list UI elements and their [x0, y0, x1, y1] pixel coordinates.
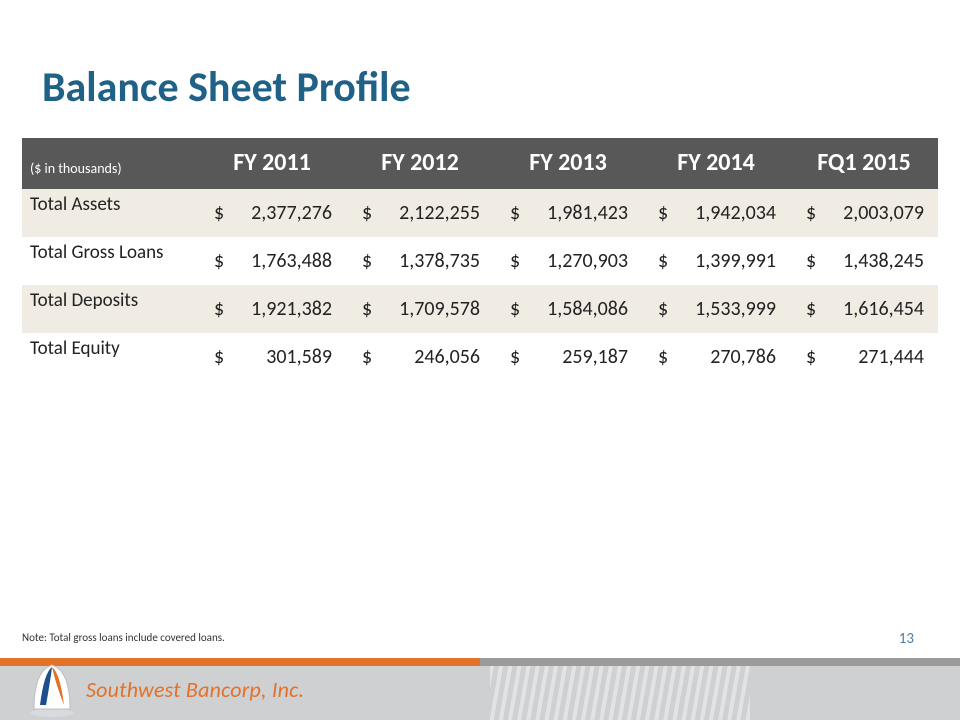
data-cell: $1,378,735: [346, 237, 494, 285]
table-row: Total Equity$301,589$246,056$259,187$270…: [22, 333, 938, 381]
company-logo: Southwest Bancorp, Inc.: [28, 661, 304, 717]
data-cell: $270,786: [642, 333, 790, 381]
table-body: Total Assets$2,377,276$2,122,255$1,981,4…: [22, 189, 938, 381]
column-header: FY 2014: [642, 138, 790, 189]
data-cell: $1,270,903: [494, 237, 642, 285]
data-cell: $259,187: [494, 333, 642, 381]
data-table: ($ in thousands)FY 2011FY 2012FY 2013FY …: [22, 138, 938, 381]
slide: Balance Sheet Profile ($ in thousands)FY…: [0, 0, 960, 720]
data-cell: $1,584,086: [494, 285, 642, 333]
row-label: Total Equity: [22, 333, 198, 381]
data-cell: $2,377,276: [198, 189, 346, 237]
row-label: Total Assets: [22, 189, 198, 237]
data-cell: $271,444: [790, 333, 938, 381]
data-cell: $2,003,079: [790, 189, 938, 237]
data-cell: $1,981,423: [494, 189, 642, 237]
row-label: Total Deposits: [22, 285, 198, 333]
data-cell: $1,942,034: [642, 189, 790, 237]
logo-mark-icon: [28, 661, 76, 717]
data-cell: $1,533,999: [642, 285, 790, 333]
page-number: 13: [899, 630, 914, 648]
data-cell: $1,921,382: [198, 285, 346, 333]
units-label: ($ in thousands): [22, 138, 198, 189]
column-header: FY 2012: [346, 138, 494, 189]
row-label: Total Gross Loans: [22, 237, 198, 285]
footnote: Note: Total gross loans include covered …: [22, 631, 225, 644]
data-cell: $1,616,454: [790, 285, 938, 333]
company-name: Southwest Bancorp, Inc.: [86, 676, 304, 703]
data-cell: $1,399,991: [642, 237, 790, 285]
data-cell: $1,763,488: [198, 237, 346, 285]
column-header: FY 2011: [198, 138, 346, 189]
data-cell: $301,589: [198, 333, 346, 381]
data-cell: $1,438,245: [790, 237, 938, 285]
table-header: ($ in thousands)FY 2011FY 2012FY 2013FY …: [22, 138, 938, 189]
table-row: Total Deposits$1,921,382$1,709,578$1,584…: [22, 285, 938, 333]
column-header: FY 2013: [494, 138, 642, 189]
column-header: FQ1 2015: [790, 138, 938, 189]
data-cell: $246,056: [346, 333, 494, 381]
table-row: Total Assets$2,377,276$2,122,255$1,981,4…: [22, 189, 938, 237]
data-cell: $2,122,255: [346, 189, 494, 237]
footer-bar: Southwest Bancorp, Inc.: [0, 658, 960, 720]
data-cell: $1,709,578: [346, 285, 494, 333]
balance-sheet-table: ($ in thousands)FY 2011FY 2012FY 2013FY …: [22, 138, 938, 381]
table-row: Total Gross Loans$1,763,488$1,378,735$1,…: [22, 237, 938, 285]
footer-hatch: [490, 666, 750, 720]
page-title: Balance Sheet Profile: [42, 62, 411, 113]
